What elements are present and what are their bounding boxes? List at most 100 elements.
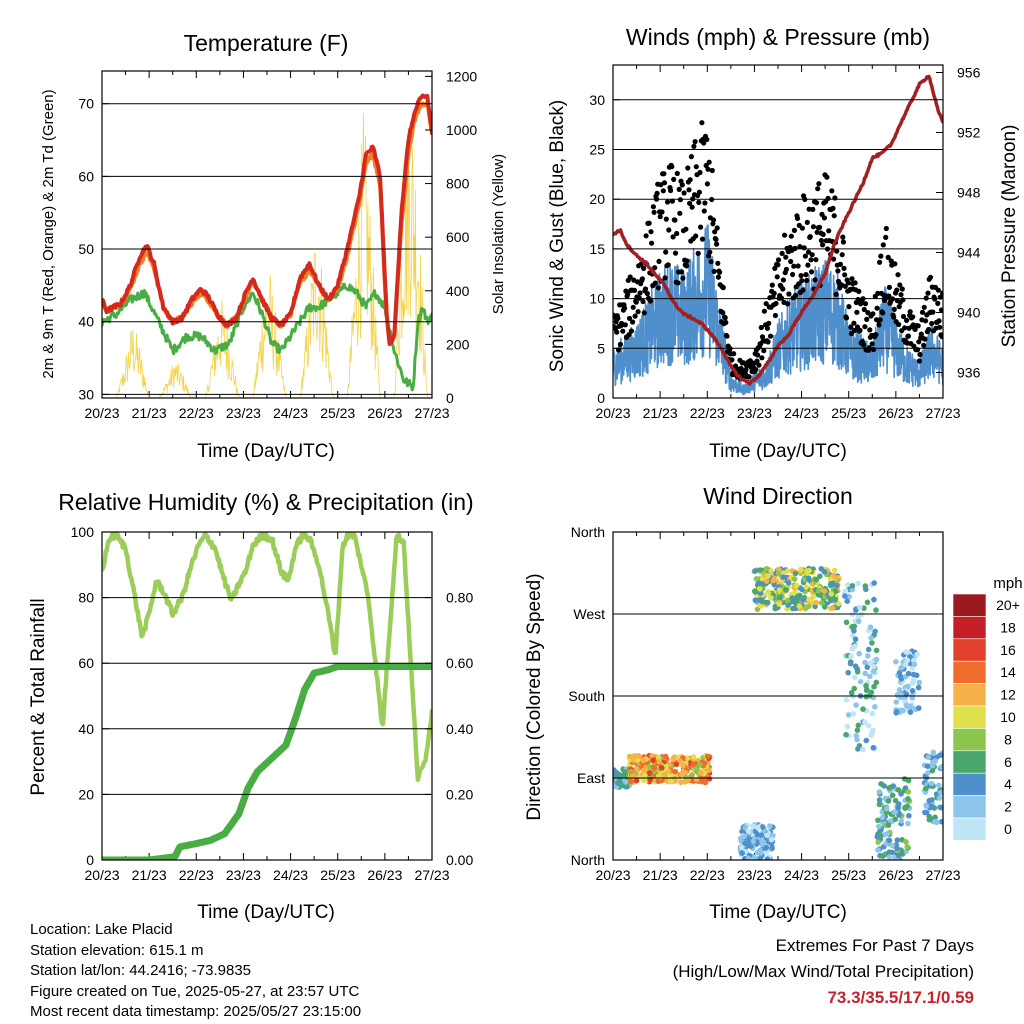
colorbar-swatch xyxy=(952,660,987,684)
y-tick-label: 40 xyxy=(78,721,94,737)
gust-point xyxy=(692,139,698,145)
gust-point xyxy=(723,319,729,326)
colorbar-swatch xyxy=(952,795,987,819)
gust-point xyxy=(687,200,693,206)
direction-point xyxy=(680,763,686,769)
location-text: Location: Lake Placid xyxy=(30,921,173,938)
colorbar-label: 10 xyxy=(1000,709,1016,725)
gust-point xyxy=(846,304,852,310)
direction-point xyxy=(876,823,882,830)
gust-point xyxy=(759,334,766,340)
direction-point xyxy=(865,646,872,653)
gust-point xyxy=(805,262,811,268)
gust-point xyxy=(783,266,790,272)
direction-point xyxy=(851,685,857,692)
x-tick-label: 20/23 xyxy=(595,867,630,883)
station-info: Location: Lake Placid Station elevation:… xyxy=(30,920,361,1023)
direction-point xyxy=(768,836,775,843)
direction-point xyxy=(746,829,752,835)
direction-point xyxy=(906,813,912,819)
gust-point xyxy=(843,315,850,321)
direction-point xyxy=(851,628,857,634)
direction-point xyxy=(803,584,810,590)
y-right-tick-label: 0.60 xyxy=(446,655,473,671)
direction-xlabel: Time (Day/UTC) xyxy=(709,902,847,923)
x-tick-label: 27/23 xyxy=(414,405,449,421)
gust-point xyxy=(917,351,923,358)
y-right-tick-label: 936 xyxy=(957,365,981,381)
gust-point xyxy=(680,275,686,281)
direction-point xyxy=(937,804,943,811)
direction-point xyxy=(633,777,640,784)
direction-point xyxy=(694,766,700,773)
x-tick-label: 23/23 xyxy=(737,405,772,421)
direction-point xyxy=(672,778,678,784)
gust-point xyxy=(644,290,650,297)
gust-point xyxy=(625,291,631,297)
direction-point xyxy=(791,576,798,582)
direction-point xyxy=(872,704,878,710)
gust-point xyxy=(632,313,638,319)
direction-point xyxy=(626,753,633,760)
gust-point xyxy=(651,209,657,215)
gust-point xyxy=(665,262,671,268)
gust-point xyxy=(936,318,942,324)
y-right-tick-label: 0.40 xyxy=(446,721,473,737)
gust-point xyxy=(697,169,703,176)
direction-point xyxy=(916,679,923,686)
gust-point xyxy=(891,314,897,320)
gust-point xyxy=(830,205,836,211)
direction-point xyxy=(909,688,916,694)
direction-point xyxy=(785,580,792,586)
direction-point xyxy=(924,763,931,769)
x-tick-label: 23/23 xyxy=(226,405,261,421)
direction-point xyxy=(843,696,850,703)
direction-point xyxy=(764,856,771,860)
gust-point xyxy=(684,258,690,264)
x-tick-label: 20/23 xyxy=(84,867,119,883)
gust-point xyxy=(663,216,669,222)
gust-point xyxy=(866,345,872,351)
direction-point xyxy=(806,596,812,603)
direction-point xyxy=(867,624,874,630)
direction-point xyxy=(816,587,822,594)
gust-point xyxy=(937,324,943,330)
winds-ylabel-left: Sonic Wind & Gust (Blue, Black) xyxy=(547,100,568,372)
y-right-tick-label: 1200 xyxy=(446,68,477,84)
gust-point xyxy=(916,339,922,345)
direction-point xyxy=(759,824,766,830)
gust-point xyxy=(759,355,765,361)
direction-point xyxy=(885,798,892,804)
direction-point xyxy=(792,570,799,577)
direction-point xyxy=(828,580,834,587)
gust-point xyxy=(886,284,893,290)
direction-point xyxy=(875,847,881,853)
direction-point xyxy=(855,580,861,587)
gust-point xyxy=(705,166,711,172)
direction-point xyxy=(863,682,869,689)
direction-point xyxy=(738,844,745,851)
gust-point xyxy=(755,352,761,358)
gust-point xyxy=(765,339,771,345)
direction-point xyxy=(904,657,911,664)
colorbar-swatch xyxy=(952,593,987,617)
direction-point xyxy=(689,772,695,778)
direction-point xyxy=(936,795,943,801)
gust-point xyxy=(897,282,903,288)
direction-point xyxy=(693,776,700,783)
direction-point xyxy=(659,765,665,771)
gust-point xyxy=(851,320,857,326)
y-tick-label: 80 xyxy=(78,590,94,606)
gust-point xyxy=(921,304,927,310)
gust-point xyxy=(714,225,720,231)
gust-point xyxy=(722,315,728,321)
direction-point xyxy=(678,771,685,778)
elevation-text: Station elevation: 615.1 m xyxy=(30,941,204,959)
gust-point xyxy=(679,269,685,275)
gust-point xyxy=(807,234,813,240)
direction-point xyxy=(871,663,877,670)
temperature-title: Temperature (F) xyxy=(184,30,349,56)
gust-point xyxy=(816,181,822,187)
direction-point xyxy=(905,820,911,827)
colorbar-label: 16 xyxy=(1000,642,1016,658)
